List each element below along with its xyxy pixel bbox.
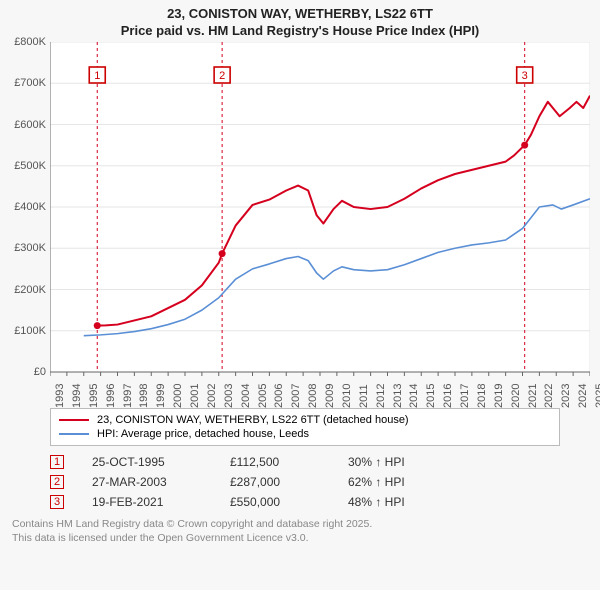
svg-text:3: 3 bbox=[522, 70, 528, 82]
x-tick-label: 2017 bbox=[459, 384, 471, 408]
sale-marker: 3 bbox=[50, 495, 64, 509]
svg-text:2: 2 bbox=[219, 70, 225, 82]
chart-area: 1 2 3 £0 £100K £200K £300K £400K £500K £600K £700… bbox=[6, 42, 594, 402]
footer-line1: Contains HM Land Registry data © Crown c… bbox=[12, 518, 594, 532]
x-tick-label: 2001 bbox=[189, 384, 201, 408]
sale-date: 25-OCT-1995 bbox=[92, 455, 202, 469]
x-tick-label: 2020 bbox=[510, 384, 522, 408]
x-tick-label: 1997 bbox=[122, 384, 134, 408]
y-tick-label: £400K bbox=[14, 201, 46, 213]
title-subtitle: Price paid vs. HM Land Registry's House … bbox=[6, 23, 594, 38]
x-tick-label: 2014 bbox=[408, 384, 420, 408]
x-tick-label: 2018 bbox=[476, 384, 488, 408]
x-tick-label: 2011 bbox=[358, 384, 370, 408]
x-tick-label: 1995 bbox=[88, 384, 100, 408]
x-tick-label: 2025 bbox=[594, 384, 600, 408]
x-tick-label: 2004 bbox=[240, 384, 252, 408]
y-tick-label: £800K bbox=[14, 36, 46, 48]
sale-price: £112,500 bbox=[230, 455, 320, 469]
y-tick-label: £100K bbox=[14, 325, 46, 337]
y-tick-label: £700K bbox=[14, 77, 46, 89]
y-tick-label: £300K bbox=[14, 242, 46, 254]
x-tick-label: 1994 bbox=[71, 384, 83, 408]
x-tick-label: 2003 bbox=[223, 384, 235, 408]
x-tick-label: 2019 bbox=[493, 384, 505, 408]
x-tick-label: 2012 bbox=[375, 384, 387, 408]
x-tick-label: 2022 bbox=[543, 384, 555, 408]
x-tick-label: 2009 bbox=[324, 384, 336, 408]
x-tick-label: 2006 bbox=[273, 384, 285, 408]
sale-row: 1 25-OCT-1995 £112,500 30% ↑ HPI bbox=[50, 452, 594, 472]
title-address: 23, CONISTON WAY, WETHERBY, LS22 6TT bbox=[6, 6, 594, 21]
x-tick-label: 2010 bbox=[341, 384, 353, 408]
sale-date: 27-MAR-2003 bbox=[92, 475, 202, 489]
y-tick-label: £600K bbox=[14, 119, 46, 131]
legend-swatch bbox=[59, 433, 89, 435]
x-tick-label: 2013 bbox=[392, 384, 404, 408]
x-tick-label: 2002 bbox=[206, 384, 218, 408]
y-tick-label: £200K bbox=[14, 284, 46, 296]
x-tick-label: 2000 bbox=[172, 384, 184, 408]
sale-price: £550,000 bbox=[230, 495, 320, 509]
y-tick-label: £0 bbox=[34, 366, 46, 378]
x-tick-label: 2021 bbox=[527, 384, 539, 408]
x-tick-label: 1996 bbox=[105, 384, 117, 408]
sale-date: 19-FEB-2021 bbox=[92, 495, 202, 509]
x-tick-label: 1993 bbox=[54, 384, 66, 408]
legend-row: HPI: Average price, detached house, Leed… bbox=[59, 427, 551, 441]
footer: Contains HM Land Registry data © Crown c… bbox=[12, 518, 594, 545]
sale-diff: 48% ↑ HPI bbox=[348, 495, 405, 509]
legend-row: 23, CONISTON WAY, WETHERBY, LS22 6TT (de… bbox=[59, 413, 551, 427]
x-tick-label: 2023 bbox=[560, 384, 572, 408]
sale-marker: 2 bbox=[50, 475, 64, 489]
x-tick-label: 1999 bbox=[155, 384, 167, 408]
chart-titles: 23, CONISTON WAY, WETHERBY, LS22 6TT Pri… bbox=[6, 6, 594, 38]
sale-diff: 62% ↑ HPI bbox=[348, 475, 405, 489]
x-tick-label: 2015 bbox=[425, 384, 437, 408]
x-tick-label: 2016 bbox=[442, 384, 454, 408]
chart-svg: 1 2 3 bbox=[50, 42, 590, 392]
x-tick-label: 1998 bbox=[138, 384, 150, 408]
x-tick-label: 2008 bbox=[307, 384, 319, 408]
x-tick-label: 2005 bbox=[257, 384, 269, 408]
sale-row: 2 27-MAR-2003 £287,000 62% ↑ HPI bbox=[50, 472, 594, 492]
legend: 23, CONISTON WAY, WETHERBY, LS22 6TT (de… bbox=[50, 408, 560, 446]
legend-label: HPI: Average price, detached house, Leed… bbox=[97, 428, 309, 440]
sale-marker: 1 bbox=[50, 455, 64, 469]
y-tick-label: £500K bbox=[14, 160, 46, 172]
x-tick-label: 2024 bbox=[577, 384, 589, 408]
svg-text:1: 1 bbox=[94, 70, 100, 82]
legend-swatch bbox=[59, 419, 89, 421]
footer-line2: This data is licensed under the Open Gov… bbox=[12, 532, 594, 546]
sale-diff: 30% ↑ HPI bbox=[348, 455, 405, 469]
x-tick-label: 2007 bbox=[290, 384, 302, 408]
sales-table: 1 25-OCT-1995 £112,500 30% ↑ HPI 2 27-MAR-200… bbox=[50, 452, 594, 512]
legend-label: 23, CONISTON WAY, WETHERBY, LS22 6TT (de… bbox=[97, 414, 409, 426]
sale-price: £287,000 bbox=[230, 475, 320, 489]
sale-row: 3 19-FEB-2021 £550,000 48% ↑ HPI bbox=[50, 492, 594, 512]
